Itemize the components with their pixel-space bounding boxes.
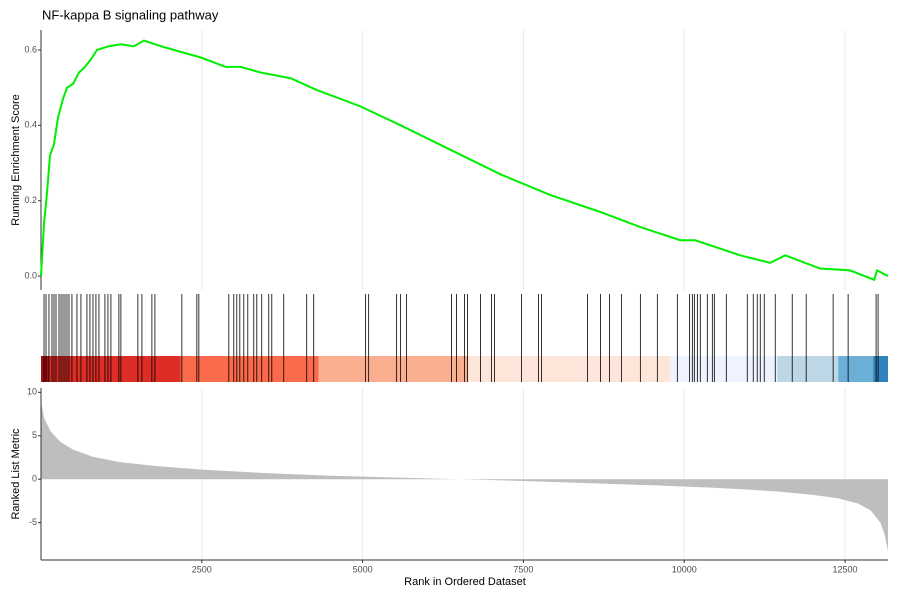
color-band [48,356,181,382]
color-band [467,356,671,382]
y-tick-label: 5 [32,430,37,440]
y-tick-label: 10 [27,387,37,397]
x-tick-label: 12500 [833,564,858,574]
y-tick-label: 0.6 [24,44,37,54]
color-band [873,356,888,382]
color-band [838,356,874,382]
y-axis-label: Ranked List Metric [10,428,22,520]
y-tick-label: 0 [32,474,37,484]
y-tick-label: 0.0 [24,270,37,280]
color-band [41,356,49,382]
x-axis-label: Rank in Ordered Dataset [404,576,526,588]
x-tick-label: 5000 [353,564,373,574]
chart-title: NF-kappa B signaling pathway [42,7,219,22]
x-tick-label: 7500 [513,564,533,574]
color-band [318,356,468,382]
running-score-line [40,39,889,282]
ranked-metric-area [41,401,888,552]
color-band [670,356,778,382]
x-tick-label: 10000 [672,564,697,574]
color-band [777,356,839,382]
y-axis-label: Running Enrichment Score [10,94,22,225]
y-tick-label: 0.2 [24,195,37,205]
y-tick-label: 0.4 [24,120,37,130]
x-tick-label: 2500 [192,564,212,574]
color-band [180,356,319,382]
y-tick-label: -5 [29,517,37,527]
